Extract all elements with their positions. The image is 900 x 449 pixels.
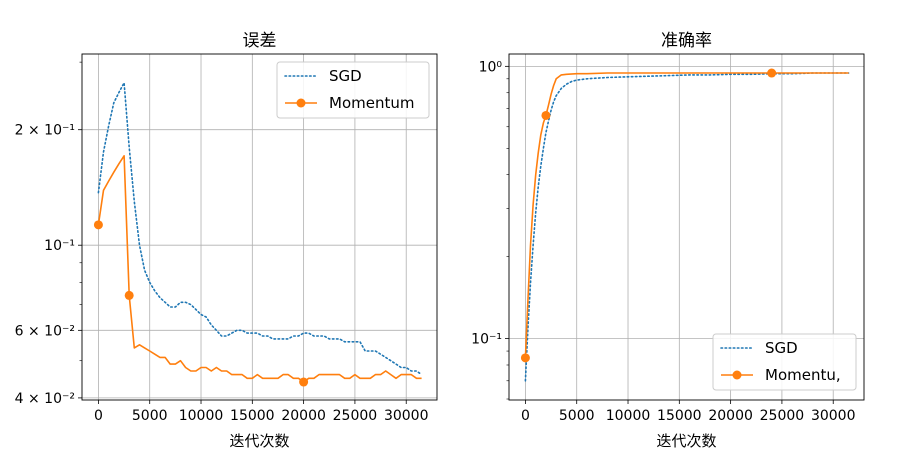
error-ytick-label: 2 × 10⁻¹	[15, 123, 75, 139]
accuracy-xtick-label: 10000	[606, 408, 651, 424]
error-chart-legend: SGD Momentum	[276, 61, 430, 119]
error-chart-frame	[81, 53, 438, 401]
accuracy-xtick-label: 25000	[760, 408, 805, 424]
error-xtick-label: 20000	[281, 408, 326, 424]
accuracy-series-sgd-line	[524, 72, 850, 382]
error-xtick-label: 15000	[230, 408, 275, 424]
error-legend-marker	[296, 98, 306, 108]
error-chart-title: 误差	[243, 31, 277, 51]
error-legend-label: Momentum	[329, 94, 414, 112]
error-momentum-marker	[299, 377, 309, 387]
error-xtick-label: 30000	[384, 408, 429, 424]
error-xtick-label: 10000	[179, 408, 224, 424]
error-ytick-label: 10⁻¹	[44, 238, 75, 254]
accuracy-xtick-label: 0	[521, 408, 530, 424]
error-momentum-marker	[93, 220, 103, 230]
error-momentum-marker	[124, 290, 134, 300]
accuracy-momentum-marker	[520, 353, 530, 363]
accuracy-legend-marker	[732, 370, 742, 380]
error-chart-xlabel: 迭代次数	[229, 432, 289, 449]
error-series-sgd-line	[97, 82, 423, 376]
error-xtick-label: 5000	[132, 408, 168, 424]
accuracy-xtick-label: 5000	[559, 408, 595, 424]
accuracy-xtick-label: 15000	[657, 408, 702, 424]
accuracy-xtick-label: 30000	[811, 408, 856, 424]
accuracy-chart-title: 准确率	[661, 31, 712, 51]
accuracy-momentum-marker	[541, 110, 551, 120]
accuracy-legend-label: SGD	[765, 339, 798, 357]
accuracy-chart-legend: SGD Momentu,	[712, 333, 857, 391]
error-ytick-label: 6 × 10⁻²	[15, 323, 75, 339]
error-ytick-label: 4 × 10⁻²	[15, 391, 75, 407]
accuracy-legend-box	[712, 333, 857, 391]
error-xtick-label: 25000	[333, 408, 378, 424]
accuracy-xtick-label: 20000	[708, 408, 753, 424]
accuracy-chart-frame	[508, 53, 865, 401]
accuracy-ytick-label: 10⁻¹	[471, 332, 502, 348]
accuracy-series-momentum-line	[524, 72, 849, 358]
error-series-momentum-line	[97, 155, 422, 383]
accuracy-legend-label: Momentu,	[765, 366, 841, 384]
accuracy-chart-xlabel: 迭代次数	[656, 432, 716, 449]
accuracy-ytick-label: 10⁰	[479, 59, 503, 75]
accuracy-chart: 0 5000 10000 15000 20000 25000 30000 10⁻¹ 10⁰ 准确…	[471, 31, 865, 449]
error-legend-label: SGD	[329, 67, 362, 85]
error-chart: 0 5000 10000 15000 20000 25000 30000 4 × 10⁻² 6 …	[15, 31, 438, 449]
error-xtick-label: 0	[94, 408, 103, 424]
accuracy-momentum-marker	[767, 68, 777, 78]
